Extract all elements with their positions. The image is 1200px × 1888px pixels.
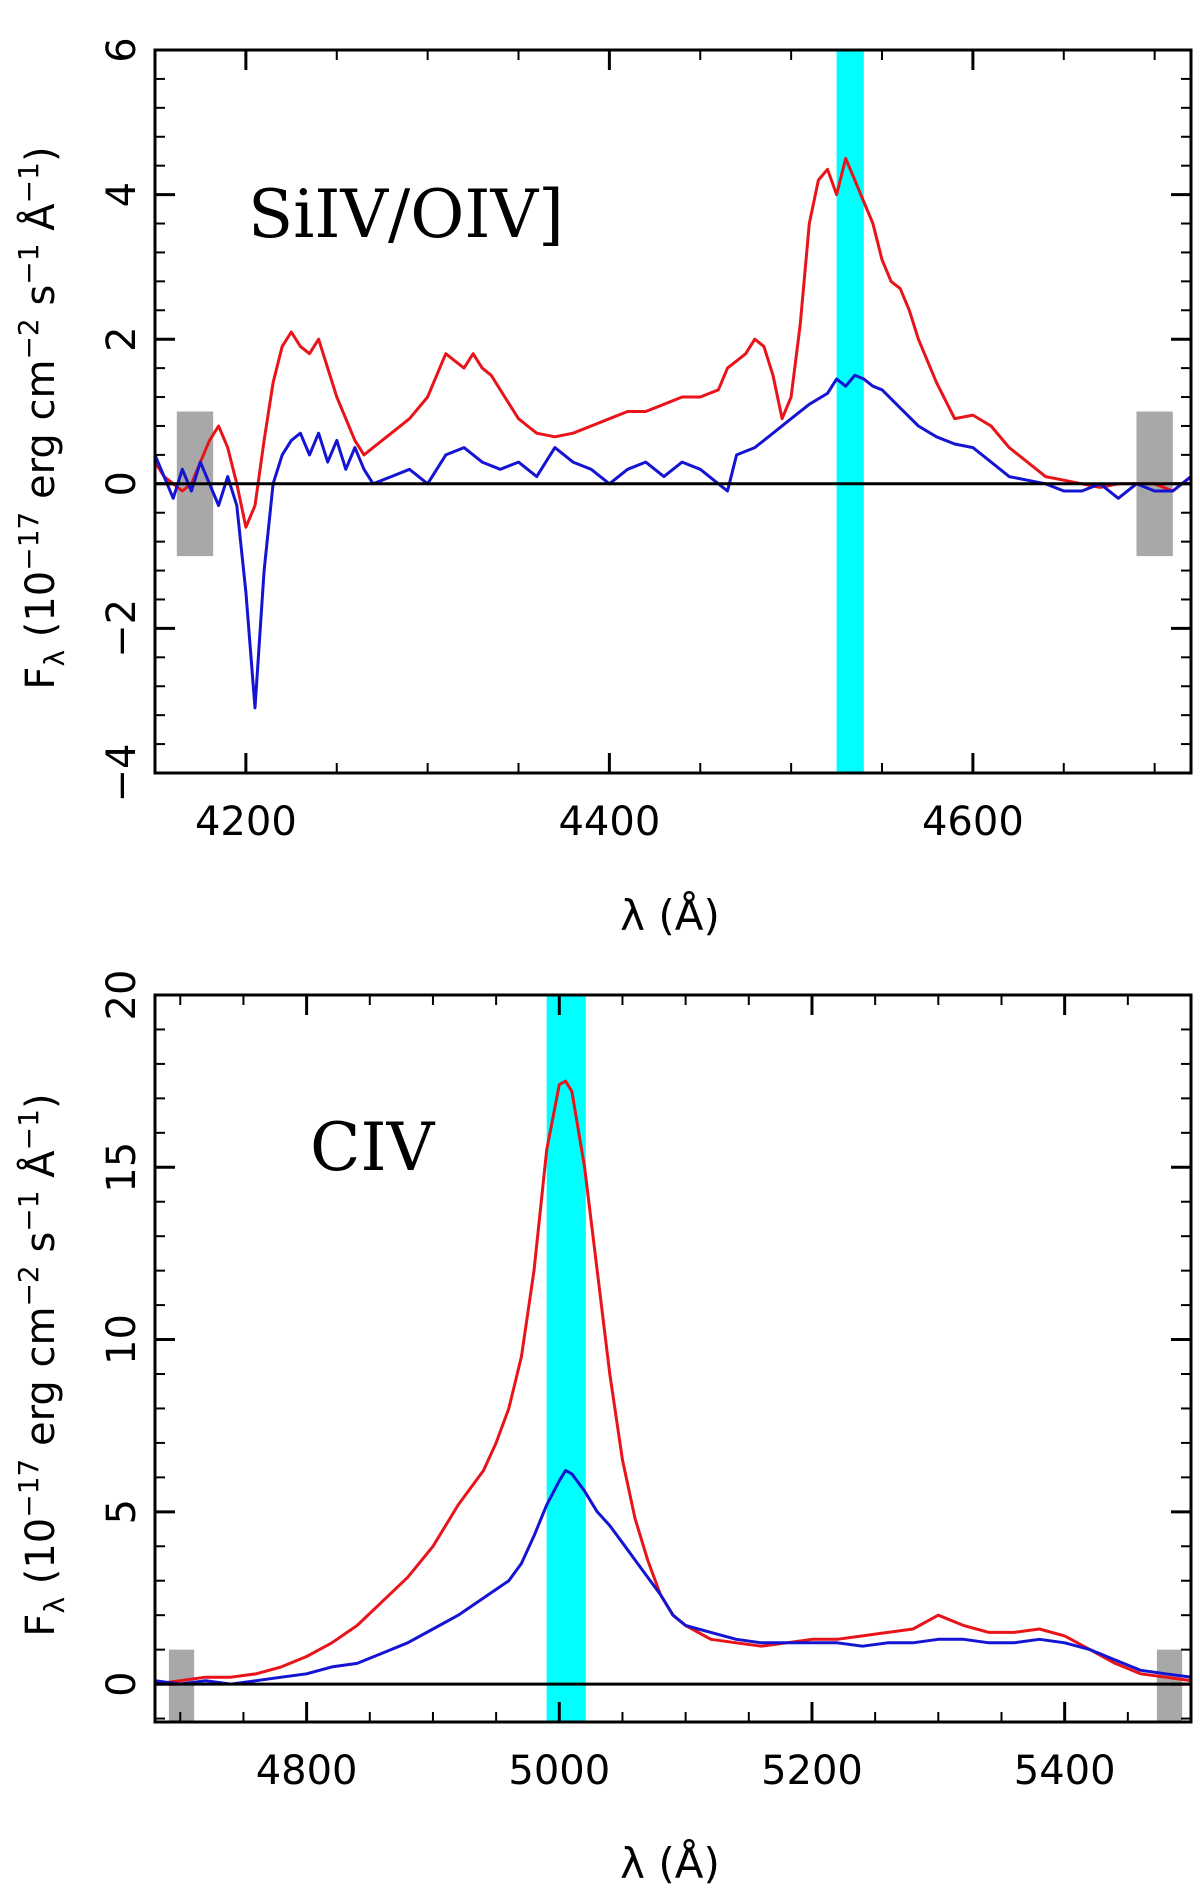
y-tick-label: 10 (99, 1314, 145, 1365)
y-tick-label: 2 (99, 326, 145, 351)
x-tick-label: 5200 (761, 1748, 863, 1794)
y-tick-label: 5 (99, 1499, 145, 1524)
x-tick-label: 4400 (558, 799, 660, 845)
line-center-band (836, 50, 864, 773)
x-axis-label: λ (Å) (620, 890, 720, 940)
y-axis-label: Fλ (10−17 erg cm−2 s−1 Å−1) (12, 146, 71, 689)
panel-annotation: SiIV/OIV] (248, 176, 564, 253)
y-tick-label: 4 (99, 182, 145, 207)
x-tick-label: 5000 (508, 1748, 610, 1794)
y-tick-label: 20 (99, 970, 145, 1021)
y-tick-label: 15 (99, 1142, 145, 1193)
blue-spectrum-line (155, 373, 1191, 710)
continuum-window-1 (168, 1649, 195, 1722)
continuum-window-2 (1156, 1649, 1183, 1722)
y-axis-label: Fλ (10−17 erg cm−2 s−1 Å−1) (12, 1093, 71, 1636)
x-tick-label: 4800 (256, 1748, 358, 1794)
y-tick-label: −2 (99, 599, 145, 658)
y-tick-label: 0 (99, 1671, 145, 1696)
panel-siiv-oiv: 4200 4400 4600 −4 −2 0 2 4 6 SiIV/OIV] λ (Å) Fλ… (12, 37, 1193, 940)
plot-frame (153, 48, 1193, 775)
red-spectrum-line (155, 157, 1191, 529)
y-tick-label: 0 (99, 471, 145, 496)
y-tick-label: 6 (99, 37, 145, 62)
panel-civ: 4800 5000 5200 5400 0 5 10 15 20 CIV λ (Å) Fλ (… (12, 970, 1193, 1888)
plot-frame (153, 993, 1193, 1724)
x-tick-label: 4200 (195, 799, 297, 845)
blue-spectrum-line (155, 1469, 1191, 1686)
red-spectrum-line (155, 1079, 1191, 1686)
line-center-band (546, 995, 586, 1722)
panel-annotation: CIV (310, 1109, 436, 1186)
x-tick-label: 4600 (922, 799, 1024, 845)
x-tick-label: 5400 (1014, 1748, 1116, 1794)
y-tick-label: −4 (99, 744, 145, 803)
x-axis-label: λ (Å) (620, 1838, 720, 1888)
